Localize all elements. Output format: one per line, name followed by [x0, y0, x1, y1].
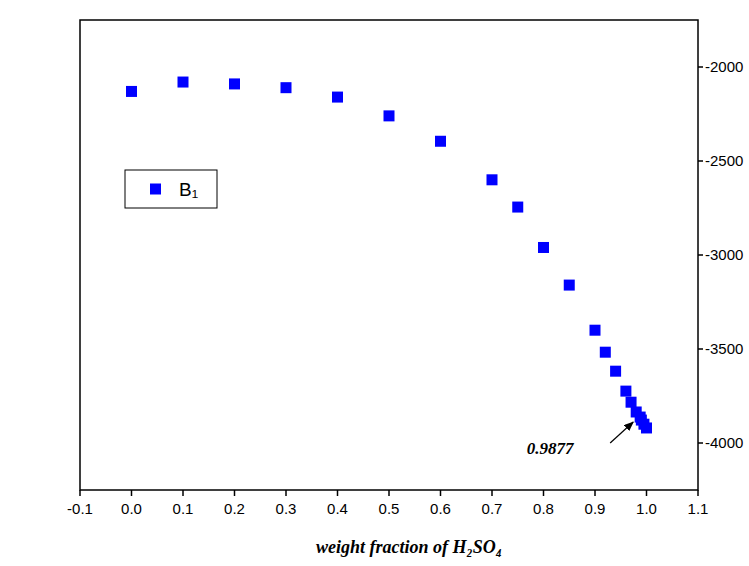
legend-marker — [150, 184, 161, 195]
data-point — [229, 78, 240, 89]
legend-label: B₁ — [179, 179, 198, 200]
data-point — [620, 386, 631, 397]
data-point — [641, 422, 652, 433]
data-point — [384, 110, 395, 121]
data-point — [332, 92, 343, 103]
x-tick-label: 0.0 — [121, 500, 142, 517]
data-point — [435, 136, 446, 147]
x-tick-label: 0.2 — [224, 500, 245, 517]
x-axis-label: weight fraction of H₂SO₄ — [316, 537, 502, 557]
data-point — [281, 82, 292, 93]
x-tick — [491, 490, 493, 496]
data-point — [178, 77, 189, 88]
x-tick — [337, 490, 339, 496]
points-group — [126, 77, 652, 434]
y-tick — [698, 348, 703, 350]
y-tick-label: -2000 — [705, 58, 743, 75]
legend-box — [125, 170, 217, 208]
x-tick-label: 0.5 — [379, 500, 400, 517]
y-tick-label: -4000 — [705, 434, 743, 451]
y-tick — [698, 442, 703, 444]
data-point — [512, 202, 523, 213]
x-tick-label: 0.6 — [430, 500, 451, 517]
annotation-text: 0.9877 — [527, 439, 575, 458]
x-tick — [594, 490, 596, 496]
x-tick — [234, 490, 236, 496]
annotation-arrow — [610, 422, 633, 443]
y-tick — [698, 254, 703, 256]
x-tick-label: 0.1 — [173, 500, 194, 517]
x-tick — [131, 490, 133, 496]
x-tick-label: 0.3 — [276, 500, 297, 517]
chart-svg: -0.1 0.0 0.1 0.2 0.3 0.4 0.5 0.6 0.7 0.8 0.9 1.0 1.1… — [0, 0, 749, 566]
legend: B₁ — [125, 170, 217, 208]
y-tick-label: -3000 — [705, 246, 743, 263]
chart-container: -0.1 0.0 0.1 0.2 0.3 0.4 0.5 0.6 0.7 0.8 0.9 1.0 1.1… — [0, 0, 749, 566]
x-tick — [543, 490, 545, 496]
x-tick-label: -0.1 — [67, 500, 93, 517]
y-tick-label: -2500 — [705, 152, 743, 169]
data-point — [600, 347, 611, 358]
data-point — [487, 174, 498, 185]
plot-frame — [80, 20, 698, 490]
x-tick-label: 0.9 — [585, 500, 606, 517]
data-point — [610, 366, 621, 377]
x-tick-label: 0.7 — [482, 500, 503, 517]
x-tick-label: 0.8 — [533, 500, 554, 517]
x-tick — [646, 490, 648, 496]
x-tick — [697, 490, 699, 496]
x-tick-label: 1.0 — [636, 500, 657, 517]
data-point — [590, 325, 601, 336]
y-tick-label: -3500 — [705, 340, 743, 357]
x-tick-label: 0.4 — [327, 500, 348, 517]
y-tick — [698, 160, 703, 162]
x-tick-label: 1.1 — [688, 500, 709, 517]
background — [0, 0, 749, 566]
data-point — [626, 397, 637, 408]
x-tick — [182, 490, 184, 496]
x-tick — [440, 490, 442, 496]
data-point — [564, 280, 575, 291]
data-point — [538, 242, 549, 253]
data-point — [126, 86, 137, 97]
x-tick — [388, 490, 390, 496]
x-tick — [285, 490, 287, 496]
x-tick — [79, 490, 81, 496]
y-tick — [698, 66, 703, 68]
